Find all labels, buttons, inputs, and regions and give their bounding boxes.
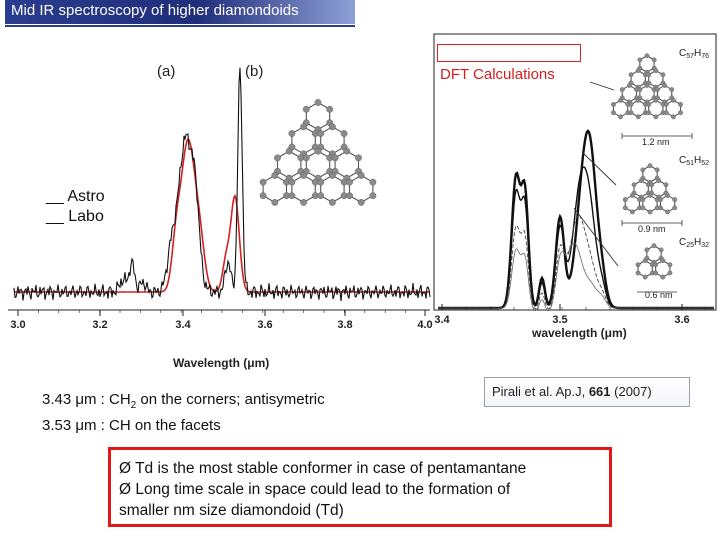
dft-x-tick-label: 3.4 — [434, 314, 450, 326]
size-label-2: 0.9 nm — [638, 224, 666, 234]
astro-spectrum-line — [13, 67, 431, 302]
size-label-3: 0.6 nm — [645, 290, 673, 300]
pointer-arrows — [573, 81, 619, 267]
x-tick-label: 3.8 — [337, 319, 352, 331]
size-label-1: 1.2 nm — [642, 137, 670, 147]
caption-line-ch: 3.53 μm : CH on the facets — [42, 417, 221, 434]
diamondoid-structure-left — [259, 99, 377, 206]
dft-spectrum-faint — [438, 242, 714, 312]
conclusion-item-1: Ø Td is the most stable conformer in cas… — [119, 460, 527, 477]
dft-x-axis-label: wavelength (μm) — [531, 326, 627, 340]
band-assignment-caption: 3.43 μm : CH2 on the corners; antisymetr… — [42, 390, 325, 436]
diamondoid-structure-c25h32 — [635, 243, 673, 280]
dft-x-axis-ticks: 3.4 3.5 3.6 — [434, 304, 707, 326]
conclusions-box: Ø Td is the most stable conformer in cas… — [108, 447, 612, 527]
left-spectrum-plot: 3.0 3.2 3.4 3.6 3.8 4.0 (a) (b) Wavelength (μ… — [8, 63, 433, 370]
title-underline — [5, 25, 355, 27]
x-tick-label: 3.4 — [175, 319, 191, 331]
x-axis-label: Wavelength (μm) — [173, 356, 269, 370]
x-axis-ticks: 3.0 3.2 3.4 3.6 3.8 4.0 — [10, 310, 433, 331]
diamondoid-structure-c57h76 — [611, 53, 683, 120]
size-scale-bars — [621, 133, 693, 293]
diamondoid-structure-c51h52 — [622, 163, 678, 215]
caption-line-ch2: 3.43 μm : CH2 on the corners; antisymetr… — [42, 391, 325, 411]
page-title: Mid IR spectroscopy of higher diamondoid… — [5, 0, 355, 24]
right-dft-plot: 3.4 3.5 3.6 wavelength (μm) C57H76 C51H52 … — [433, 33, 717, 340]
dft-calculations-label: DFT Calculations — [440, 66, 555, 83]
x-tick-label: 3.0 — [10, 319, 25, 331]
reference-box — [484, 377, 690, 407]
reference-citation: Pirali et al. Ap.J, 661 (2007) — [492, 384, 652, 399]
legend-labo: __ Labo — [46, 208, 104, 225]
conclusion-item-3: smaller nm size diamondoid (Td) — [119, 502, 344, 519]
panel-a-label: (a) — [157, 63, 175, 80]
legend-astro: __ Astro — [46, 188, 105, 205]
conclusion-item-2: Ø Long time scale in space could lead to… — [119, 481, 511, 498]
x-tick-label: 4.0 — [417, 319, 432, 331]
x-tick-label: 3.2 — [92, 319, 107, 331]
dft-x-tick-label: 3.6 — [674, 314, 689, 326]
dft-x-tick-label: 3.5 — [552, 314, 567, 326]
x-tick-label: 3.6 — [257, 319, 272, 331]
panel-b-label: (b) — [245, 63, 263, 80]
dft-label-frame — [437, 44, 581, 62]
